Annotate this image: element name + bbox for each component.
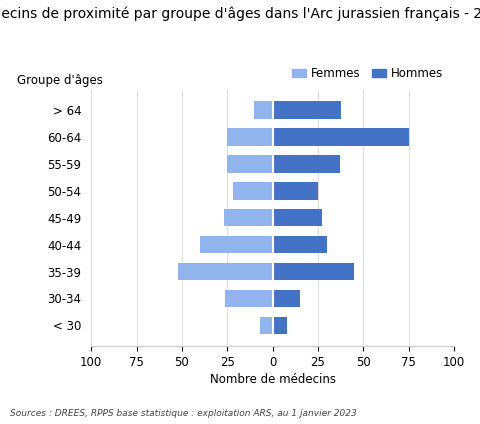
Legend: Femmes, Hommes: Femmes, Hommes [287, 62, 448, 85]
Bar [178, 263, 273, 280]
Bar [273, 317, 287, 334]
Text: Sources : DREES, RPPS base statistique : exploitation ARS, au 1 janvier 2023: Sources : DREES, RPPS base statistique :… [10, 409, 356, 418]
Bar [233, 182, 273, 200]
Bar [273, 290, 300, 307]
Bar [226, 290, 273, 307]
Bar [224, 209, 273, 226]
Bar [273, 128, 408, 146]
Bar [260, 317, 273, 334]
Bar [200, 236, 273, 254]
Bar [273, 155, 340, 173]
Bar [273, 209, 322, 226]
X-axis label: Nombre de médecins: Nombre de médecins [210, 373, 336, 386]
Bar [273, 236, 327, 254]
Bar [273, 263, 354, 280]
Text: Médecins de proximité par groupe d'âges dans l'Arc jurassien français - 2022: Médecins de proximité par groupe d'âges … [0, 6, 480, 21]
Bar [273, 101, 341, 119]
Bar [254, 101, 273, 119]
Bar [273, 182, 318, 200]
Bar [227, 155, 273, 173]
Bar [227, 128, 273, 146]
Text: Groupe d'âges: Groupe d'âges [17, 74, 103, 87]
